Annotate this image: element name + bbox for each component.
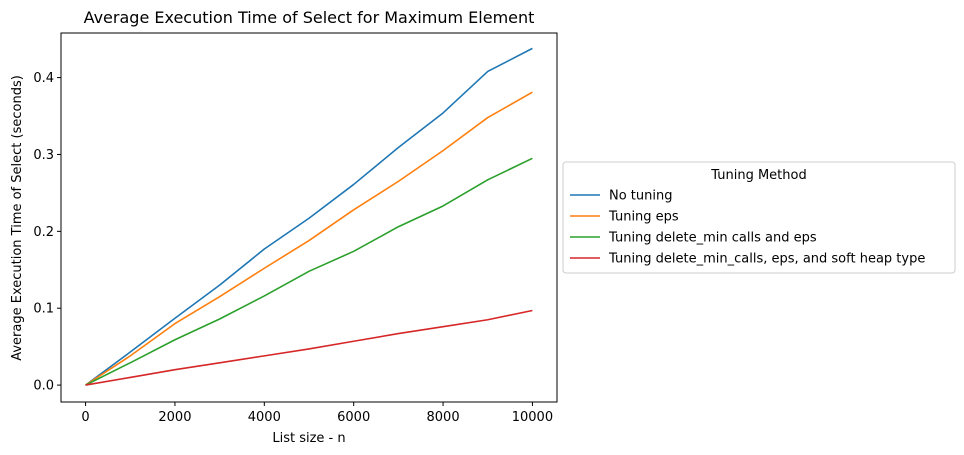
y-tick-label: 0.4: [33, 71, 54, 86]
series-line-3: [85, 309, 533, 386]
legend-title: Tuning Method: [710, 168, 806, 183]
y-tick-label: 0.3: [33, 148, 54, 163]
legend: Tuning Method No tuning Tuning eps Tuning …: [562, 161, 956, 274]
legend-label-2: Tuning delete_min calls and eps: [608, 231, 817, 246]
series-lines: [85, 47, 533, 386]
x-tick-label: 8000: [427, 410, 460, 425]
legend-label-0: No tuning: [609, 189, 673, 204]
series-line-0: [85, 47, 533, 386]
series-line-1: [85, 91, 533, 386]
y-tick-label: 0.2: [33, 225, 54, 240]
chart-title: Average Execution Time of Select for Max…: [84, 8, 535, 27]
x-axis-label: List size - n: [272, 431, 345, 446]
x-tick-label: 4000: [248, 410, 281, 425]
y-tick-label: 0.1: [33, 302, 54, 317]
x-tick-label: 6000: [337, 410, 370, 425]
legend-label-1: Tuning eps: [608, 210, 679, 225]
y-tick-label: 0.0: [33, 379, 54, 394]
y-axis-label: Average Execution Time of Select (second…: [10, 75, 25, 361]
series-line-2: [85, 157, 533, 386]
x-axis: 0 2000 4000 6000 8000 10000: [81, 402, 553, 425]
legend-box: [562, 161, 956, 274]
x-tick-label: 2000: [158, 410, 191, 425]
y-axis: 0.0 0.1 0.2 0.3 0.4: [33, 71, 61, 394]
x-tick-label: 0: [81, 410, 89, 425]
plot-frame: [60, 32, 558, 403]
legend-label-3: Tuning delete_min_calls, eps, and soft h…: [608, 252, 925, 267]
x-tick-label: 10000: [512, 410, 553, 425]
legend-entries: No tuning Tuning eps Tuning delete_min cal…: [570, 189, 925, 267]
